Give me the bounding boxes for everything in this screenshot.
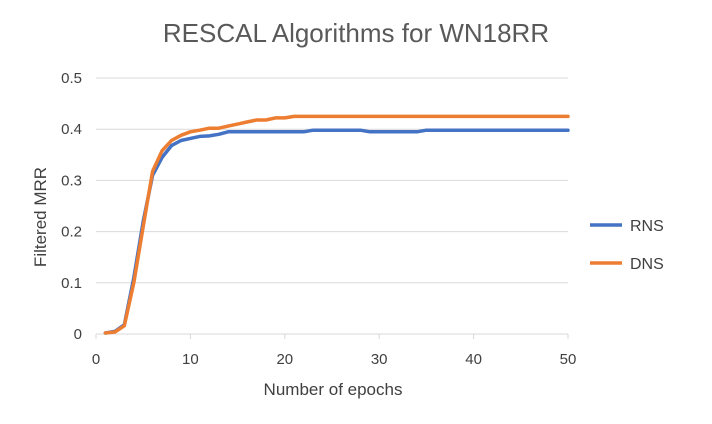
x-axis-label: Number of epochs [264,380,403,399]
x-tick-label: 30 [371,351,388,368]
x-tick-label: 10 [182,351,199,368]
x-tick-label: 20 [276,351,293,368]
axes [95,333,569,339]
chart-title: RESCAL Algorithms for WN18RR [163,18,549,48]
series-lines [103,114,570,335]
gridlines [96,77,568,284]
x-tick-label: 50 [560,351,577,368]
series-line-rns [103,128,570,335]
y-tick-label: 0.4 [61,121,82,138]
y-tick-label: 0.5 [61,70,82,87]
legend: RNS DNS [590,218,664,273]
x-tick-label: 40 [465,351,482,368]
y-tick-label: 0 [74,326,82,343]
legend-label-rns: RNS [630,218,664,235]
y-tick-label: 0.3 [61,172,82,189]
tick-labels: 0 0.1 0.2 0.3 0.4 0.5 0 10 20 30 40 50 [61,70,576,368]
y-tick-label: 0.2 [61,224,82,241]
y-axis-label: Filtered MRR [31,167,50,267]
y-tick-label: 0.1 [61,275,82,292]
series-line-dns [103,114,570,335]
legend-label-dns: DNS [630,256,664,273]
x-tick-label: 0 [92,351,100,368]
